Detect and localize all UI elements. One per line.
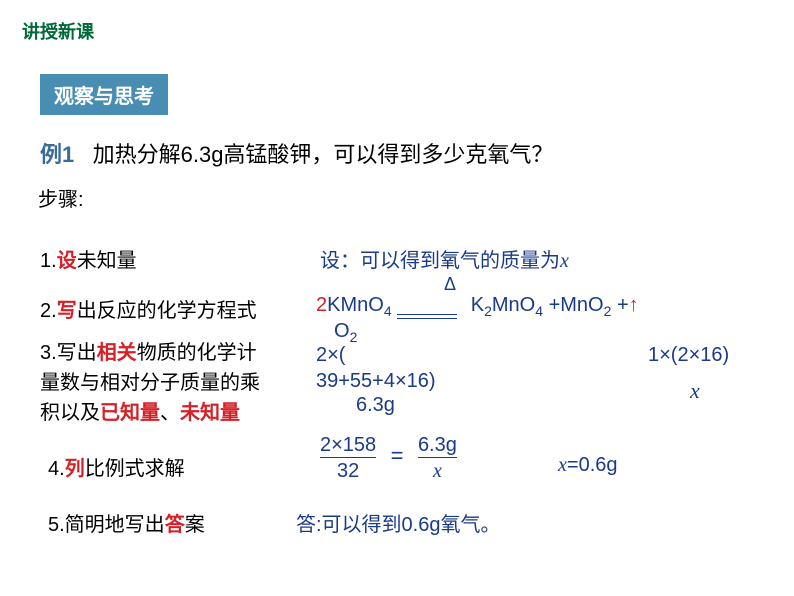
frac1: 2×158 32 <box>320 434 376 483</box>
step3-k1: 相关 <box>97 342 137 364</box>
calc-left2: 39+55+4×16) <box>316 370 436 393</box>
section-badge: 观察与思考 <box>40 74 168 115</box>
frac2-den: x <box>418 457 457 483</box>
steps-label: 步骤: <box>38 183 794 212</box>
step2-num: 2. <box>40 300 57 322</box>
step1-key: 设 <box>57 250 77 272</box>
eq-coef: 2 <box>316 294 327 316</box>
step2-tail: 出反应的化学方程式 <box>77 300 257 322</box>
step4-num: 4. <box>48 458 65 480</box>
solve-eq: =0.6g <box>567 454 618 476</box>
example-text <box>80 142 92 167</box>
eq-r2: MnO <box>492 294 535 316</box>
calc-right: 1×(2×16) <box>648 344 729 367</box>
step5: 5.简明地写出答案 <box>48 508 205 537</box>
example-label: 例1 <box>40 142 74 167</box>
eq-osub: 2 <box>350 329 358 345</box>
step3-l1a: 3.写出 <box>40 342 97 364</box>
step3-l3: 积以及已知量、未知量 <box>40 398 300 428</box>
example-line: 例1 加热分解6.3g高锰酸钾，可以得到多少克氧气？ <box>40 137 794 169</box>
step1: 1.设未知量 <box>40 244 137 273</box>
answer: 答:可以得到0.6g氧气。 <box>296 508 500 537</box>
step3-l2: 量数与相对分子质量的乘 <box>40 368 300 398</box>
step2-key: 写 <box>57 300 77 322</box>
step4-key: 列 <box>65 458 85 480</box>
eq-left: KMnO <box>327 294 384 316</box>
frac-eq: = <box>391 443 404 468</box>
eq-r1s: 2 <box>484 303 492 319</box>
example-text-body: 加热分解6.3g高锰酸钾，可以得到多少克氧气？ <box>93 142 554 167</box>
eq-mno: MnO <box>560 294 603 316</box>
equation: 2KMnO4 K2MnO4 +MnO2 +↑ <box>316 294 639 319</box>
delta-symbol: Δ <box>444 274 456 295</box>
calc-x: x <box>690 378 700 404</box>
step3: 3.写出相关物质的化学计 量数与相对分子质量的乘 积以及已知量、未知量 <box>40 338 300 428</box>
step3-l1b: 物质的化学计 <box>137 342 257 364</box>
right1-pre: 设：可以得到氧气的质量为 <box>320 250 560 272</box>
up-arrow-icon: ↑ <box>629 294 639 316</box>
step4: 4.列比例式求解 <box>48 452 185 481</box>
step5-tail: 案 <box>185 514 205 536</box>
solve-x: x <box>558 454 567 476</box>
eq-o2: O2 <box>334 320 357 345</box>
frac2-num: 6.3g <box>418 434 457 457</box>
calc-left1: 2×( <box>316 344 345 367</box>
frac1-den: 32 <box>320 457 376 483</box>
step1-tail: 未知量 <box>77 250 137 272</box>
eq-plus2: + <box>611 294 628 316</box>
step5-key: 答 <box>165 514 185 536</box>
step1-right: 设：可以得到氧气的质量为x <box>320 244 569 273</box>
step2: 2.写出反应的化学方程式 <box>40 294 257 323</box>
solve: x=0.6g <box>558 454 618 477</box>
eq-plus1: + <box>543 294 560 316</box>
step3-l3a: 积以及 <box>40 402 100 424</box>
eq-r1: K <box>471 294 484 316</box>
frac2: 6.3g x <box>418 434 457 483</box>
calc-mass: 6.3g <box>356 394 395 417</box>
frac1-num: 2×158 <box>320 434 376 457</box>
step4-tail: 比例式求解 <box>85 458 185 480</box>
step5-num: 5.简明地写出 <box>48 514 165 536</box>
eq-r2s: 4 <box>535 303 543 319</box>
eq-left-sub: 4 <box>384 303 392 319</box>
step3-k3: 未知量 <box>180 402 240 424</box>
right1-x: x <box>560 250 569 272</box>
eq-o: O <box>334 320 350 342</box>
step3-l1: 3.写出相关物质的化学计 <box>40 338 300 368</box>
step1-num: 1. <box>40 250 57 272</box>
step3-k2: 已知量 <box>100 402 160 424</box>
page-header: 讲授新课 <box>0 0 794 44</box>
fraction-block: 2×158 32 = 6.3g x <box>320 434 457 483</box>
step3-sep: 、 <box>160 402 180 424</box>
